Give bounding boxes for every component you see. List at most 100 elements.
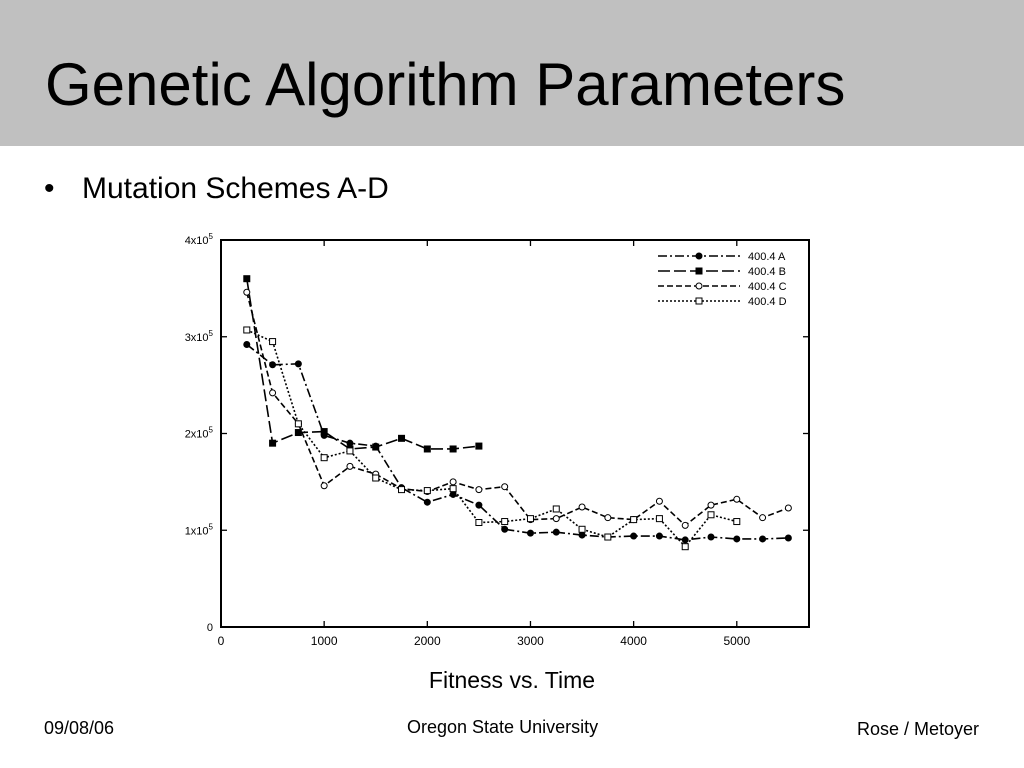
data-point (320, 482, 328, 490)
title-bar (0, 0, 1024, 146)
data-point (320, 428, 328, 436)
data-point (449, 485, 457, 493)
data-point (269, 361, 277, 369)
data-point (681, 536, 689, 544)
data-point (346, 447, 354, 455)
bullet-item: • Mutation Schemes A-D (44, 170, 389, 208)
x-tick-label: 4000 (620, 634, 647, 648)
footer-authors: Rose / Metoyer (856, 719, 979, 739)
data-point (501, 518, 509, 526)
data-point (604, 533, 612, 541)
data-point (552, 515, 560, 523)
data-point (526, 515, 534, 523)
x-tick-label: 0 (218, 634, 225, 648)
data-point (372, 443, 380, 451)
data-point (475, 519, 483, 527)
data-point (449, 478, 457, 486)
data-point (269, 338, 277, 346)
series-line (245, 278, 479, 450)
data-point (294, 420, 302, 428)
y-tick-label: 0 (207, 622, 213, 634)
data-point (578, 531, 586, 539)
y-tick-label: 4x105 (185, 232, 214, 247)
data-point (398, 434, 406, 442)
x-tick-label: 2000 (414, 634, 441, 648)
data-point (346, 462, 354, 470)
legend-label: 400.4 D (748, 296, 787, 308)
data-point (733, 495, 741, 503)
data-point (578, 503, 586, 511)
x-tick-label: 1000 (311, 634, 338, 648)
data-point (552, 505, 560, 513)
footer-institution: Oregon State University (407, 717, 599, 737)
series-line (246, 329, 737, 548)
data-point (243, 288, 251, 296)
series-4 (243, 326, 741, 551)
data-point (243, 326, 251, 334)
series-1 (243, 340, 792, 544)
data-point (604, 514, 612, 522)
data-point (398, 486, 406, 494)
x-tick-label: 3000 (517, 634, 544, 648)
data-point (655, 497, 663, 505)
slide-title: Genetic Algorithm Parameters (45, 51, 846, 118)
data-point (526, 529, 534, 537)
series-line (246, 292, 789, 527)
fitness-chart: 0 1000 2000 3000 4000 5000 0 1x105 2x105 3x105 4x1… (185, 232, 810, 648)
data-point (784, 534, 792, 542)
chart-caption: Fitness vs. Time (428, 667, 596, 693)
series-2 (243, 275, 483, 453)
data-point (707, 533, 715, 541)
data-point (759, 535, 767, 543)
legend-marker (695, 297, 703, 305)
data-point (372, 474, 380, 482)
legend-marker (695, 252, 703, 260)
data-point (681, 543, 689, 551)
data-point (475, 486, 483, 494)
legend-label: 400.4 A (748, 251, 786, 263)
legend-label: 400.4 B (748, 266, 786, 278)
footer-date: 09/08/06 (44, 718, 115, 738)
data-point (294, 360, 302, 368)
data-point (423, 498, 431, 506)
data-point (501, 483, 509, 491)
y-tick-label: 2x105 (185, 426, 214, 441)
legend-marker (695, 267, 703, 275)
data-point (707, 511, 715, 519)
data-point (552, 528, 560, 536)
data-point (423, 487, 431, 495)
y-tick-label: 1x105 (185, 522, 214, 537)
data-point (655, 532, 663, 540)
data-point (346, 439, 354, 447)
bullet-text: Mutation Schemes A-D (82, 172, 389, 205)
data-point (243, 275, 251, 283)
legend-marker (695, 282, 703, 290)
data-point (759, 514, 767, 522)
data-point (449, 445, 457, 453)
data-point (578, 525, 586, 533)
data-point (294, 429, 302, 437)
data-point (320, 454, 328, 462)
legend: 400.4 A 400.4 B 400.4 C 400.4 D (658, 251, 787, 308)
data-point (475, 501, 483, 509)
data-point (269, 389, 277, 397)
data-point (784, 504, 792, 512)
data-point (733, 535, 741, 543)
x-tick-label: 5000 (723, 634, 750, 648)
data-point (707, 501, 715, 509)
y-tick-label: 3x105 (185, 329, 214, 344)
data-point (630, 516, 638, 524)
data-point (630, 532, 638, 540)
data-point (681, 521, 689, 529)
legend-label: 400.4 C (748, 281, 787, 293)
series-line (246, 343, 789, 541)
data-point (475, 442, 483, 450)
data-point (501, 525, 509, 533)
data-point (243, 340, 251, 348)
data-point (733, 518, 741, 526)
data-point (423, 445, 431, 453)
data-point (269, 439, 277, 447)
bullet-dot-icon: • (44, 172, 55, 205)
plot-frame (220, 239, 810, 628)
data-point (655, 515, 663, 523)
